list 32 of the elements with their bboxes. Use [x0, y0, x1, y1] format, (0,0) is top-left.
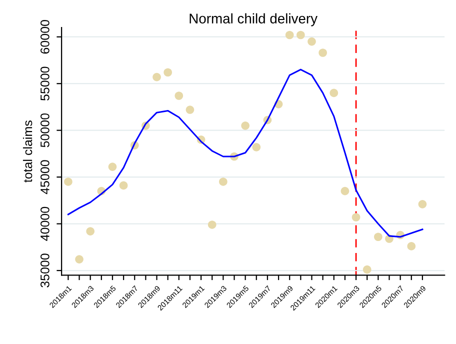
point	[362, 265, 372, 274]
point	[340, 186, 350, 196]
point	[241, 121, 250, 130]
y-tick-label: 45000	[40, 160, 50, 194]
point	[352, 213, 360, 222]
point	[119, 181, 128, 190]
y-tick-label: 50000	[40, 113, 50, 148]
point	[186, 106, 194, 114]
point	[407, 242, 416, 250]
point	[285, 30, 294, 40]
point	[296, 30, 305, 40]
point	[318, 48, 327, 57]
point	[174, 92, 184, 100]
y-axis-title: total claims	[22, 120, 32, 182]
point	[164, 68, 172, 77]
point	[152, 72, 161, 82]
point	[252, 142, 261, 152]
point	[75, 255, 84, 264]
point	[219, 178, 228, 186]
y-tick-label: 60000	[40, 20, 50, 54]
point	[64, 178, 72, 186]
chart-title: Normal child delivery	[190, 13, 318, 26]
point	[208, 220, 216, 229]
point	[108, 162, 117, 171]
y-tick-label: 55000	[40, 66, 50, 100]
y-tick-label: 35000	[40, 254, 50, 288]
point	[330, 88, 338, 98]
point	[374, 232, 382, 242]
point	[86, 227, 95, 236]
point	[418, 200, 427, 208]
y-tick-label: 40000	[40, 206, 50, 241]
point	[308, 37, 316, 46]
